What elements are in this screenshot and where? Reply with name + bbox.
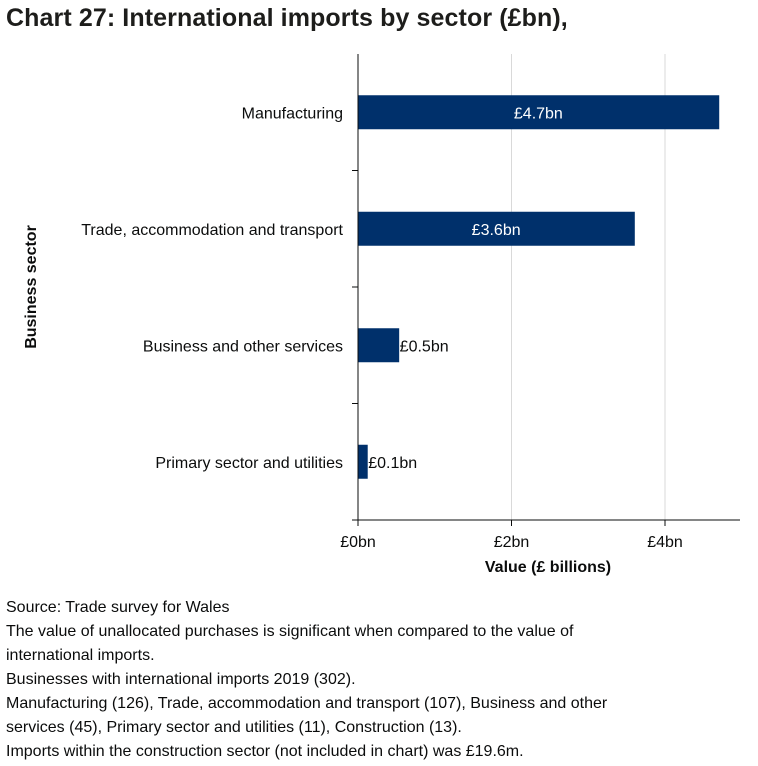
x-tick-label: £0bn (340, 534, 376, 551)
category-label: Trade, accommodation and transport (81, 222, 343, 239)
bar-chart: £0bn £2bn £4bn Manufacturing £4.7bn Trade, ac… (23, 54, 740, 576)
data-label: £0.1bn (368, 455, 417, 472)
note-line: Imports within the construction sector (… (6, 743, 524, 760)
x-axis-label: Value (£ billions) (485, 559, 611, 576)
data-label: £3.6bn (472, 222, 521, 239)
note-line: Businesses with international imports 20… (6, 671, 356, 688)
bars (358, 95, 720, 479)
bar (358, 211, 635, 246)
note-line: Manufacturing (126), Trade, accommodatio… (6, 695, 608, 712)
chart-title: Chart 27: International imports by secto… (6, 4, 568, 32)
bar (358, 95, 720, 130)
axes (352, 54, 740, 526)
note-line: services (45), Primary sector and utilit… (6, 719, 462, 736)
category-label: Manufacturing (242, 105, 343, 122)
x-tick-label: £4bn (647, 534, 683, 551)
chart-notes: Source: Trade survey for Wales The value … (6, 596, 706, 764)
note-line: The value of unallocated purchases is si… (6, 623, 574, 640)
labels: £0bn £2bn £4bn Manufacturing £4.7bn Trade, ac… (81, 105, 683, 551)
gridlines (511, 54, 666, 520)
bar (358, 444, 368, 479)
category-label: Business and other services (143, 338, 343, 355)
y-axis-label: Business sector (23, 225, 40, 349)
bar (358, 328, 400, 363)
data-label: £4.7bn (514, 105, 563, 122)
data-label: £0.5bn (400, 338, 449, 355)
category-label: Primary sector and utilities (155, 455, 343, 472)
note-line: international imports. (6, 647, 155, 664)
note-line: Source: Trade survey for Wales (6, 599, 230, 616)
x-tick-label: £2bn (494, 534, 530, 551)
